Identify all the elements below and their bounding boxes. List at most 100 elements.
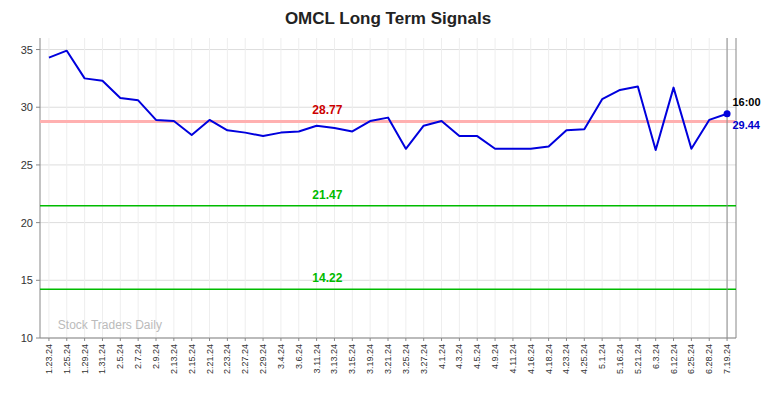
reference-label: 14.22: [312, 271, 342, 285]
grid: [40, 38, 736, 338]
price-line: [49, 51, 727, 150]
title: OMCL Long Term Signals: [285, 9, 491, 28]
grid-line-x: [673, 38, 674, 338]
grid-line-x: [405, 38, 406, 338]
grid-line-x: [191, 38, 192, 338]
tick: [36, 222, 40, 223]
tick-label: 2.15.24: [187, 344, 197, 374]
tick-label: 3.15.24: [347, 344, 357, 374]
tick: [36, 107, 40, 108]
grid-line-x: [709, 38, 710, 338]
grid-line-x: [423, 38, 424, 338]
tick-label: 7.19.24: [722, 344, 732, 374]
tick: [36, 164, 40, 165]
axis-line: [40, 338, 736, 339]
grid-line-x: [209, 38, 210, 338]
plot-area: [40, 38, 736, 338]
grid-line-x: [727, 38, 728, 338]
grid-line-x: [370, 38, 371, 338]
reference-label: 28.77: [312, 103, 342, 117]
tick-label: 1.25.24: [62, 344, 72, 374]
grid-line-x: [584, 38, 585, 338]
grid-line-x: [388, 38, 389, 338]
tick-label: 4.11.24: [508, 344, 518, 373]
grid-line-x: [173, 38, 174, 338]
tick-label: 3.19.24: [365, 344, 375, 374]
axis-line: [40, 38, 41, 338]
tick-label: 2.7.24: [133, 344, 143, 369]
grid-line-x: [48, 38, 49, 338]
grid-line-x: [655, 38, 656, 338]
tick-label: 2.21.24: [205, 344, 215, 374]
tick: [36, 49, 40, 50]
tick-label: 3.6.24: [294, 344, 304, 369]
x-axis: 1.23.241.25.241.29.241.31.242.5.242.7.24…: [44, 338, 732, 374]
tick-label: 2.13.24: [169, 344, 179, 374]
tick-label: 4.16.24: [526, 344, 536, 374]
grid-line-x: [691, 38, 692, 338]
tick-label: 4.25.24: [579, 344, 589, 374]
grid-line-x: [495, 38, 496, 338]
tick-label: 20: [21, 217, 33, 229]
grid-line-x: [620, 38, 621, 338]
last-point-line: [727, 38, 728, 338]
tick: [36, 338, 40, 339]
tick-label: 6.12.24: [669, 344, 679, 374]
tick-label: 1.29.24: [80, 344, 90, 374]
grid-line-x: [602, 38, 603, 338]
watermark: Stock Traders Daily: [58, 318, 162, 332]
tick-label: 4.9.24: [490, 344, 500, 369]
grid-line-x: [280, 38, 281, 338]
grid-line-x: [530, 38, 531, 338]
grid-line: [40, 338, 736, 339]
tick-label: 15: [21, 274, 33, 286]
reference-label: 21.47: [312, 188, 342, 202]
grid-line-x: [120, 38, 121, 338]
tick-label: 2.9.24: [151, 344, 161, 369]
tick-label: 6.3.24: [651, 344, 661, 369]
tick-label: 4.3.24: [454, 344, 464, 369]
tick-label: 5.16.24: [615, 344, 625, 374]
reference-line: [40, 289, 736, 291]
tick-label: 3.27.24: [419, 344, 429, 374]
grid-line-x: [637, 38, 638, 338]
tick-label: 6.28.24: [704, 344, 714, 374]
grid-line-x: [298, 38, 299, 338]
tick-label: 2.5.24: [115, 344, 125, 369]
tick-label: 4.23.24: [561, 344, 571, 374]
tick-label: 4.1.24: [437, 344, 447, 369]
tick-label: 35: [21, 44, 33, 56]
tick-label: 30: [21, 101, 33, 113]
last-point: [724, 110, 731, 117]
tick-label: 10: [21, 332, 33, 344]
annotation: 16:00: [732, 96, 760, 108]
grid-line-x: [441, 38, 442, 338]
grid-line-x: [512, 38, 513, 338]
grid-line-x: [138, 38, 139, 338]
tick-label: 25: [21, 159, 33, 171]
tick-label: 5.21.24: [633, 344, 643, 374]
tick-label: 3.4.24: [276, 344, 286, 369]
tick-label: 3.11.24: [312, 344, 322, 373]
tick-label: 2.23.24: [222, 344, 232, 374]
grid-line-x: [227, 38, 228, 338]
tick-label: 3.25.24: [401, 344, 411, 374]
grid-line-x: [263, 38, 264, 338]
annotation: 29.44: [732, 119, 760, 131]
tick-label: 1.23.24: [44, 344, 54, 374]
tick-label: 3.13.24: [329, 344, 339, 374]
grid-line-x: [459, 38, 460, 338]
grid-line-x: [66, 38, 67, 338]
grid-line-x: [477, 38, 478, 338]
grid-line-x: [156, 38, 157, 338]
grid-line-x: [548, 38, 549, 338]
grid-line-x: [352, 38, 353, 338]
tick-label: 5.1.24: [597, 344, 607, 369]
tick-label: 2.29.24: [258, 344, 268, 374]
y-axis: 10 15 20 25 30 35: [21, 44, 40, 344]
grid-line-x: [102, 38, 103, 338]
tick: [36, 280, 40, 281]
axis-line: [736, 38, 737, 338]
tick-label: 4.5.24: [472, 344, 482, 369]
reference-line: [40, 120, 736, 123]
